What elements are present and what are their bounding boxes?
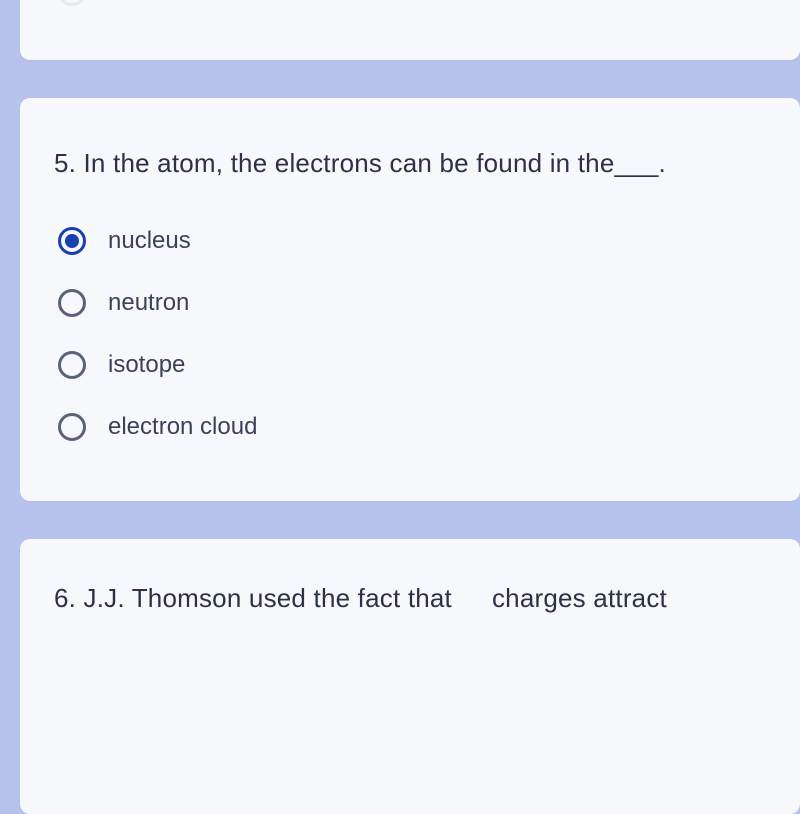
- option-label: nucleus: [108, 227, 191, 255]
- radio-icon: [58, 289, 86, 317]
- radio-icon: [58, 413, 86, 441]
- radio-placeholder-icon: [58, 0, 86, 6]
- option-electron-cloud[interactable]: electron cloud: [58, 413, 766, 441]
- question-6-card: 6. J.J. Thomson used the fact that charge…: [20, 539, 800, 814]
- previous-question-card: [20, 0, 800, 60]
- q6-prompt-b: charges attract: [492, 583, 667, 613]
- option-label: electron cloud: [108, 413, 257, 441]
- radio-icon: [58, 351, 86, 379]
- question-5-prompt: 5. In the atom, the electrons can be fou…: [54, 146, 766, 181]
- option-label: neutron: [108, 289, 189, 317]
- option-neutron[interactable]: neutron: [58, 289, 766, 317]
- question-5-options: nucleus neutron isotope electron cloud: [54, 227, 766, 441]
- option-nucleus[interactable]: nucleus: [58, 227, 766, 255]
- question-5-card: 5. In the atom, the electrons can be fou…: [20, 98, 800, 501]
- option-label: isotope: [108, 351, 185, 379]
- q6-prompt-a: 6. J.J. Thomson used the fact that: [54, 583, 452, 613]
- question-6-prompt: 6. J.J. Thomson used the fact that charge…: [54, 583, 766, 614]
- option-isotope[interactable]: isotope: [58, 351, 766, 379]
- radio-icon: [58, 227, 86, 255]
